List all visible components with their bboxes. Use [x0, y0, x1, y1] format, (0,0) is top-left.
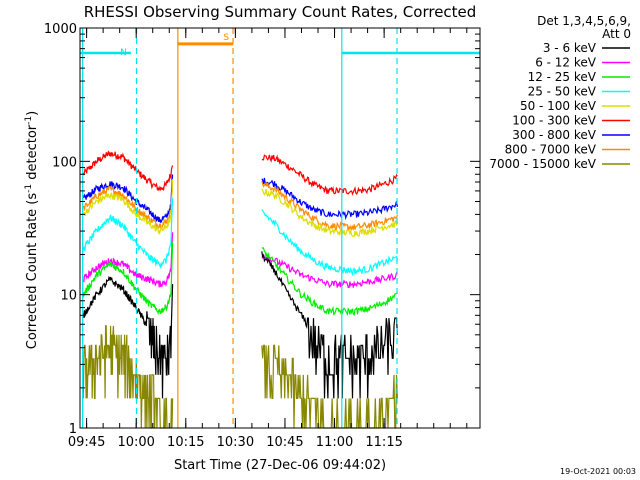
series-5-line-2 [261, 209, 398, 277]
series-2-line-2 [261, 177, 398, 221]
x-tick-label-2: 10:00 [117, 435, 154, 450]
x-tick-label-7: 11:15 [365, 435, 402, 450]
legend-header-1: Det 1,3,4,5,6,9, [537, 14, 631, 28]
x-tick-label-4: 10:30 [217, 435, 254, 450]
y-axis-label-part3: ) [25, 111, 40, 116]
legend-label-3: 12 - 25 keV [528, 70, 597, 84]
series-6-line-1 [82, 232, 174, 288]
y-axis-label-part2: detector [25, 124, 40, 184]
x-axis-label: Start Time (27-Dec-06 09:44:02) [174, 458, 386, 473]
y-axis-label-sup2: -1 [24, 116, 34, 125]
legend-label-6: 100 - 300 keV [512, 114, 596, 128]
legend-label-7: 300 - 800 keV [512, 128, 596, 142]
series-6-line-2 [261, 253, 398, 289]
y-axis-label-sup1: -1 [24, 184, 34, 193]
series-9-line-1 [82, 325, 174, 429]
plot-layer: N S 1 10 100 1000 09:45 10:00 10:15 10:30 10:45 11:… [44, 22, 481, 450]
series-5-line-1 [82, 198, 174, 269]
legend-label-4: 25 - 50 keV [528, 85, 597, 99]
series-8-line-2 [261, 251, 398, 399]
y-tick-label-3: 100 [52, 155, 77, 170]
y-tick-label-2: 10 [60, 289, 77, 304]
legend-header-2: Att 0 [602, 27, 631, 41]
x-tick-label-3: 10:15 [167, 435, 204, 450]
legend-label-9: 7000 - 15000 keV [489, 157, 596, 171]
legend-label-8: 800 - 7000 keV [505, 143, 597, 157]
x-tick-label-1: 09:45 [68, 435, 105, 450]
legend-label-5: 50 - 100 keV [520, 99, 597, 113]
series-8-line-1 [82, 275, 174, 399]
y-axis-label-part1: Corrected Count Rate (s [25, 193, 40, 350]
footer-timestamp: 19-Oct-2021 00:03 [560, 467, 636, 476]
y-tick-label-1: 1 [69, 422, 77, 437]
series-1-line-2 [261, 154, 398, 196]
series-2-line-1 [82, 174, 174, 224]
series-7-line-1 [82, 242, 174, 316]
x-tick-label-5: 10:45 [266, 435, 303, 450]
plot-frame [79, 27, 481, 429]
flag-label-N: N [120, 48, 127, 58]
chart-title: RHESSI Observing Summary Count Rates, Co… [84, 3, 477, 21]
y-axis-label: Corrected Count Rate (s-1 detector-1) [24, 111, 40, 349]
series-4-line-1 [82, 179, 174, 235]
x-tick-label-6: 11:00 [316, 435, 353, 450]
y-tick-label-4: 1000 [44, 22, 77, 37]
series-7-line-2 [261, 247, 398, 317]
flag-label-S: S [223, 33, 229, 43]
legend-label-2: 6 - 12 keV [535, 56, 597, 70]
series-4-line-2 [261, 188, 398, 238]
legend-label-1: 3 - 6 keV [543, 41, 597, 55]
series-1-line-1 [82, 150, 174, 192]
